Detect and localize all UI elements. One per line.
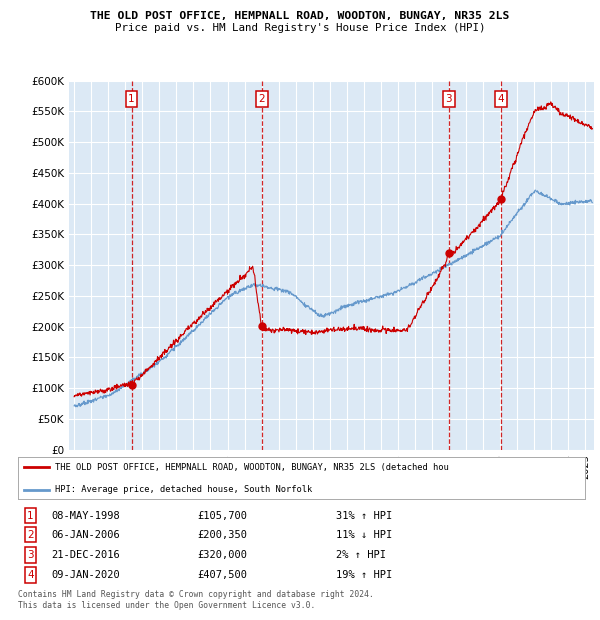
Text: Price paid vs. HM Land Registry's House Price Index (HPI): Price paid vs. HM Land Registry's House … [115,23,485,33]
Text: 2: 2 [259,94,265,104]
Text: 08-MAY-1998: 08-MAY-1998 [52,511,121,521]
Text: 11% ↓ HPI: 11% ↓ HPI [335,530,392,540]
Text: 2% ↑ HPI: 2% ↑ HPI [335,550,386,560]
Text: 1: 1 [27,511,34,521]
Text: 2: 2 [27,530,34,540]
Text: THE OLD POST OFFICE, HEMPNALL ROAD, WOODTON, BUNGAY, NR35 2LS (detached hou: THE OLD POST OFFICE, HEMPNALL ROAD, WOOD… [55,463,449,472]
Text: £407,500: £407,500 [197,570,247,580]
Text: £105,700: £105,700 [197,511,247,521]
Text: 19% ↑ HPI: 19% ↑ HPI [335,570,392,580]
Text: HPI: Average price, detached house, South Norfolk: HPI: Average price, detached house, Sout… [55,485,312,494]
Text: 09-JAN-2020: 09-JAN-2020 [52,570,121,580]
Text: 21-DEC-2016: 21-DEC-2016 [52,550,121,560]
Text: 3: 3 [445,94,452,104]
Text: THE OLD POST OFFICE, HEMPNALL ROAD, WOODTON, BUNGAY, NR35 2LS: THE OLD POST OFFICE, HEMPNALL ROAD, WOOD… [91,11,509,21]
Text: 4: 4 [27,570,34,580]
Text: £320,000: £320,000 [197,550,247,560]
Text: Contains HM Land Registry data © Crown copyright and database right 2024.
This d: Contains HM Land Registry data © Crown c… [18,590,374,609]
Text: 4: 4 [497,94,504,104]
Text: 1: 1 [128,94,135,104]
Text: £200,350: £200,350 [197,530,247,540]
Text: 31% ↑ HPI: 31% ↑ HPI [335,511,392,521]
Text: 3: 3 [27,550,34,560]
Text: 06-JAN-2006: 06-JAN-2006 [52,530,121,540]
